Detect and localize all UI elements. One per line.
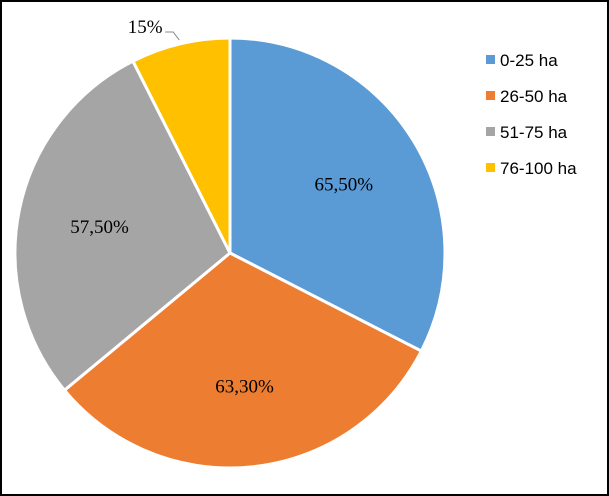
legend-swatch <box>486 91 495 100</box>
legend-swatch <box>486 55 495 64</box>
legend-swatch <box>486 127 495 136</box>
legend-label: 26-50 ha <box>500 87 568 106</box>
data-label: 57,50% <box>70 217 129 238</box>
slice-51-75-ha <box>13 59 232 393</box>
slice-0-25-ha <box>228 36 447 354</box>
data-label: 15% <box>128 17 163 38</box>
legend: 0-25 ha 26-50 ha 51-75 ha 76-100 ha <box>486 51 577 178</box>
slice-76-100-ha <box>130 36 232 254</box>
leader-lines <box>165 31 180 41</box>
legend-item: 51-75 ha <box>486 123 568 142</box>
data-label: 63,30% <box>215 377 274 398</box>
legend-swatch <box>486 163 495 172</box>
pie-slices <box>13 36 447 470</box>
data-label: 65,50% <box>314 174 373 195</box>
slice-26-50-ha <box>62 251 424 470</box>
legend-label: 0-25 ha <box>500 51 558 70</box>
leader-line <box>165 31 180 41</box>
legend-item: 0-25 ha <box>486 51 558 70</box>
legend-label: 76-100 ha <box>500 159 577 178</box>
legend-label: 51-75 ha <box>500 123 568 142</box>
data-labels: 65,50% 63,30% 57,50% 15% <box>70 17 373 398</box>
legend-item: 76-100 ha <box>486 159 577 178</box>
legend-item: 26-50 ha <box>486 87 568 106</box>
